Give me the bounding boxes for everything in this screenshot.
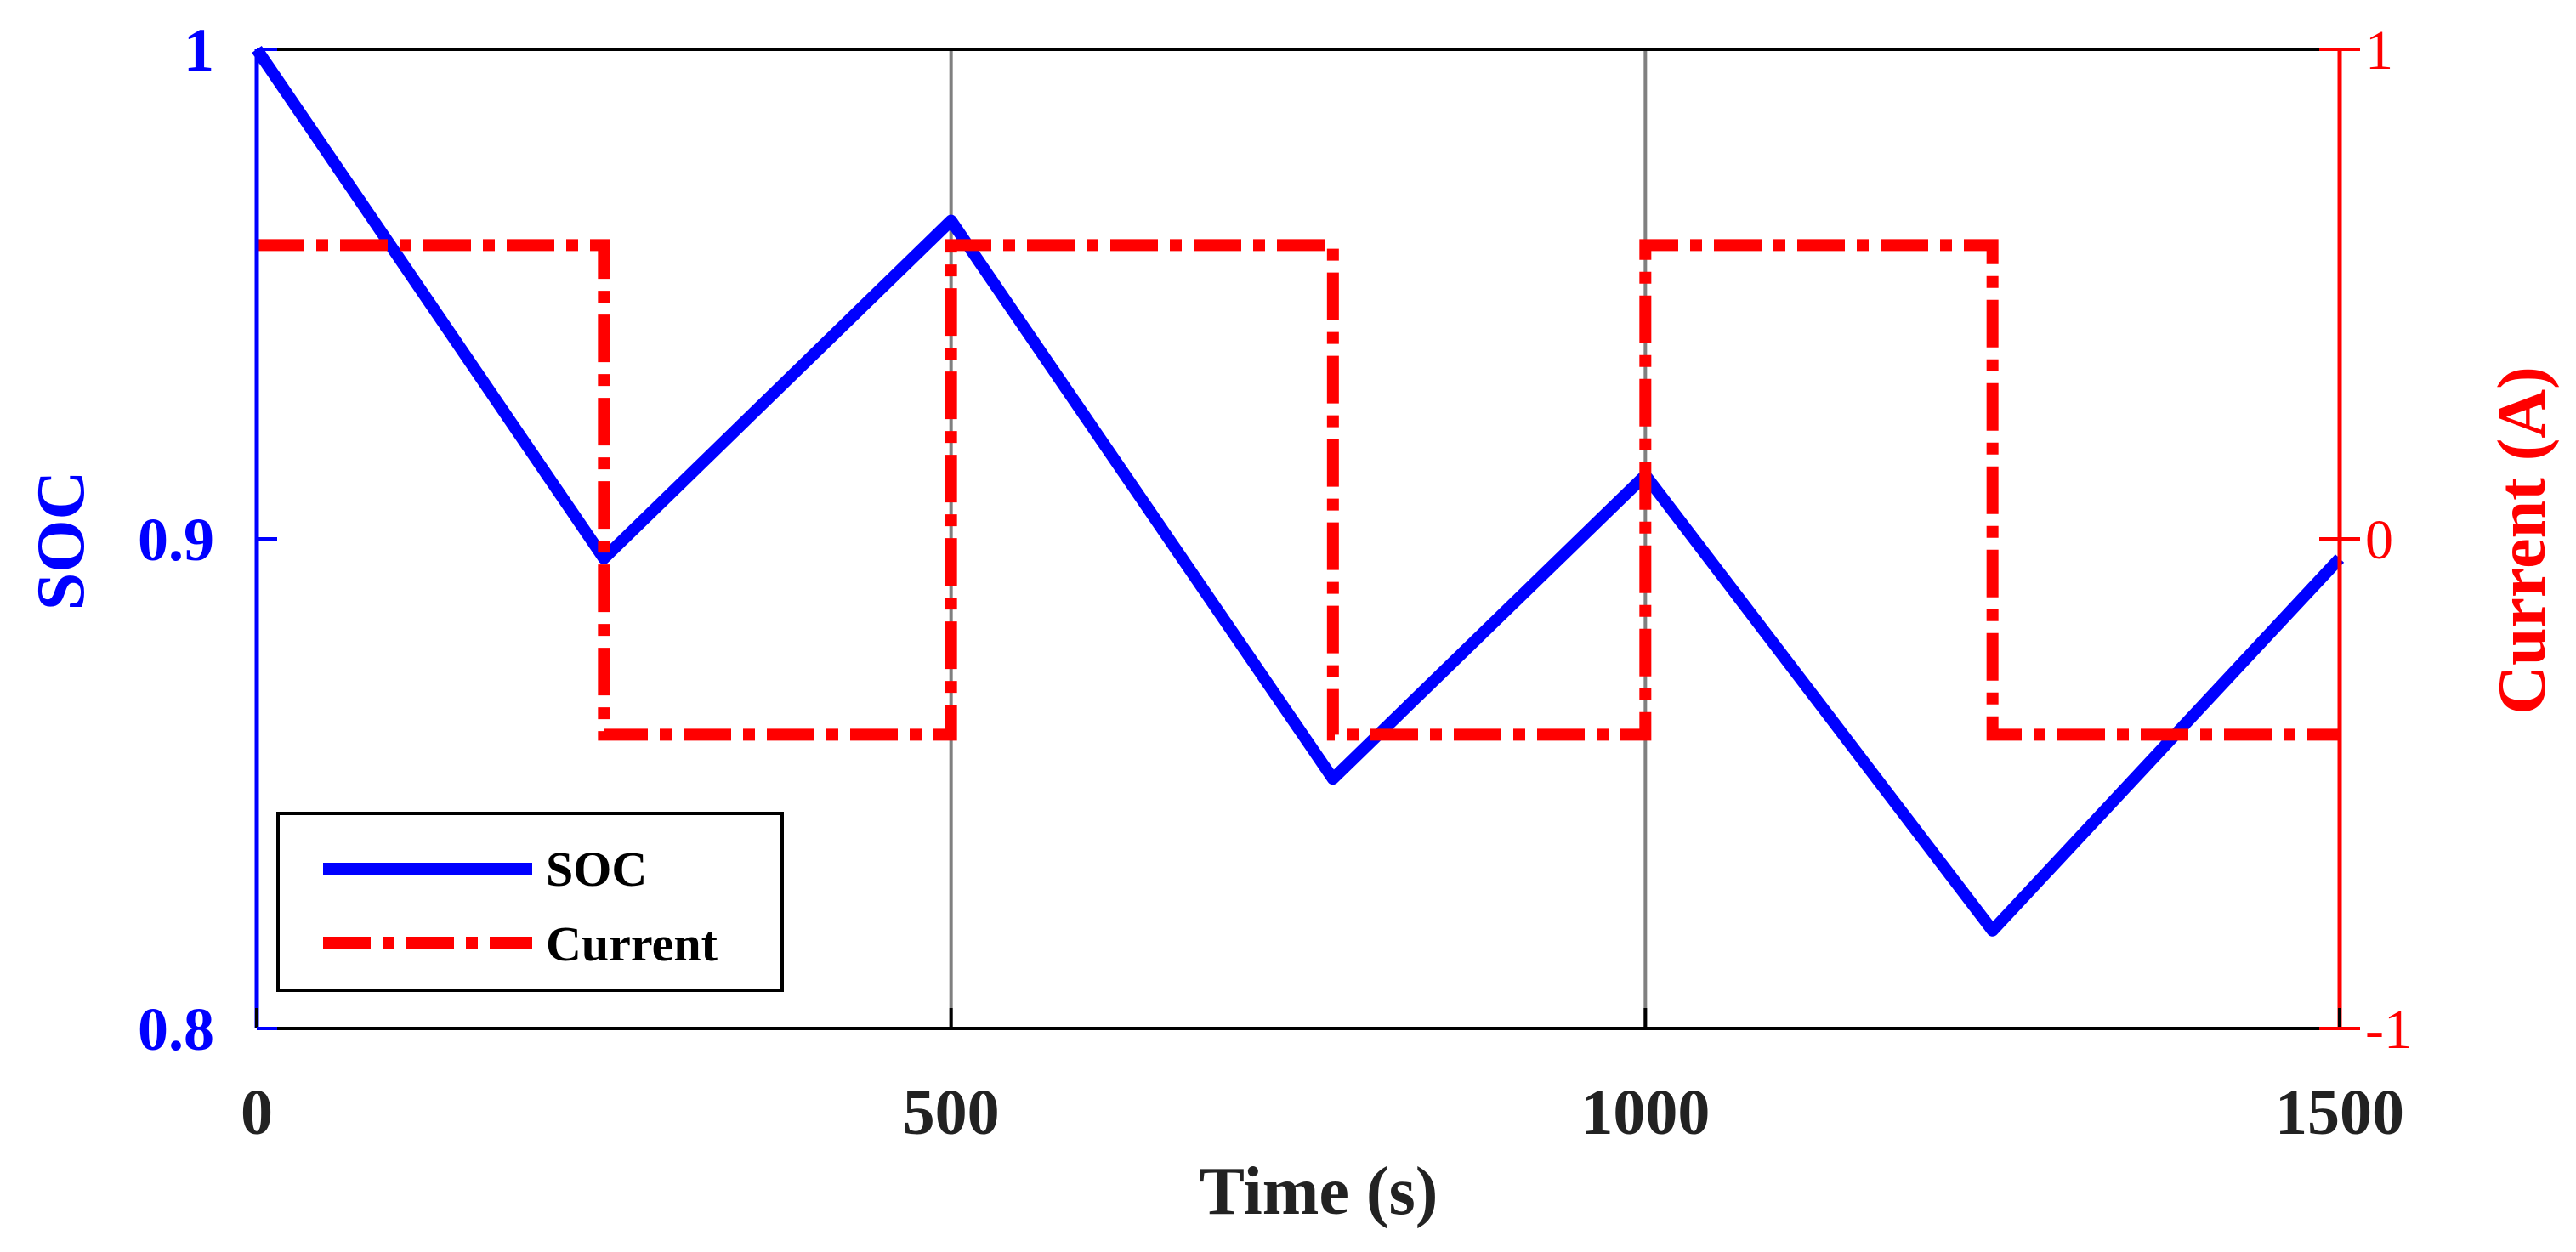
legend-box bbox=[276, 812, 784, 992]
y-tick-label-left: 1 bbox=[184, 16, 214, 84]
y-tick-label-right: 1 bbox=[2365, 20, 2393, 82]
grid-layer bbox=[949, 49, 1648, 1028]
x-tick-label: 1500 bbox=[2275, 1077, 2404, 1148]
y-tick-label-left: 0.9 bbox=[138, 506, 214, 574]
tick-layer: 0 500 1000 1500 0.8 0.9 1 -1 0 1 bbox=[138, 16, 2412, 1148]
y-tick-label-right: -1 bbox=[2365, 999, 2412, 1061]
y-tick-label-left: 0.8 bbox=[138, 995, 214, 1063]
legend-soc-label: SOC bbox=[546, 841, 647, 897]
x-tick-label: 500 bbox=[903, 1077, 1000, 1148]
x-tick-label: 1000 bbox=[1580, 1077, 1710, 1148]
legend-current-label: Current bbox=[546, 916, 718, 972]
current-series-line bbox=[257, 239, 2340, 741]
soc-series-line bbox=[252, 46, 2345, 937]
y-axis-title-left: SOC bbox=[24, 471, 99, 611]
legend: SOC Current bbox=[276, 812, 784, 992]
y-axis-title-right: Current (A) bbox=[2485, 366, 2560, 715]
x-tick-label: 0 bbox=[241, 1077, 273, 1148]
y-tick-label-right: 0 bbox=[2365, 509, 2393, 571]
series-layer bbox=[252, 46, 2345, 937]
x-axis-title: Time (s) bbox=[1200, 1154, 1438, 1229]
